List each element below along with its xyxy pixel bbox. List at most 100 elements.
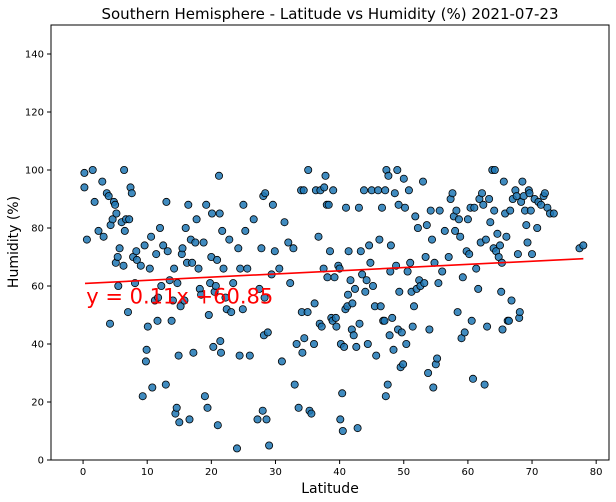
y-axis-ticks: 0 20 40 60 80 100 120 140: [25, 50, 51, 467]
data-point: [394, 200, 403, 209]
data-point: [440, 226, 449, 235]
data-point: [203, 403, 212, 412]
y-tick-label: 120: [25, 108, 44, 119]
data-point: [219, 264, 228, 273]
data-point: [330, 273, 339, 282]
regression-line: [84, 257, 584, 285]
data-point: [141, 357, 150, 366]
data-point: [213, 255, 222, 264]
data-point: [309, 339, 318, 348]
data-point: [124, 308, 133, 317]
data-point: [298, 348, 307, 357]
data-point: [289, 244, 298, 253]
data-point: [261, 189, 270, 198]
data-point: [506, 206, 515, 215]
data-point: [338, 389, 347, 398]
data-point: [448, 189, 457, 198]
data-point: [263, 328, 272, 337]
data-point: [376, 302, 385, 311]
data-point: [493, 229, 502, 238]
x-tick-label: 0: [80, 467, 86, 478]
data-point: [80, 183, 89, 192]
data-point: [323, 273, 332, 282]
data-point: [472, 264, 481, 273]
data-point: [265, 441, 274, 450]
x-tick-label: 60: [462, 467, 475, 478]
data-point: [453, 308, 462, 317]
data-point: [533, 223, 542, 232]
data-point: [349, 331, 358, 340]
data-point: [214, 171, 223, 180]
data-point: [207, 209, 216, 218]
data-point: [350, 284, 359, 293]
data-point: [176, 302, 185, 311]
data-point: [111, 200, 120, 209]
data-point: [458, 273, 467, 282]
data-point: [174, 351, 183, 360]
data-point: [136, 261, 145, 270]
data-point: [451, 226, 460, 235]
data-point: [381, 392, 390, 401]
data-point: [262, 415, 271, 424]
data-point: [90, 197, 99, 206]
data-point: [452, 206, 461, 215]
data-point: [456, 232, 465, 241]
data-point: [245, 351, 254, 360]
data-point: [204, 310, 213, 319]
y-tick-label: 40: [31, 340, 44, 351]
data-point: [238, 305, 247, 314]
data-point: [427, 235, 436, 244]
data-point: [499, 177, 508, 186]
data-point: [490, 165, 499, 174]
data-point: [372, 351, 381, 360]
data-point: [307, 409, 316, 418]
data-point: [381, 186, 390, 195]
data-point: [375, 235, 384, 244]
data-point: [390, 189, 399, 198]
data-point: [406, 258, 415, 267]
data-point: [225, 235, 234, 244]
data-point: [504, 316, 513, 325]
data-point: [159, 241, 168, 250]
data-point: [241, 226, 250, 235]
data-point: [163, 247, 172, 256]
y-tick-label: 60: [31, 282, 44, 293]
data-point: [215, 209, 224, 218]
regression-equation: y = 0.11x +60.85: [86, 284, 273, 308]
data-point: [528, 250, 537, 259]
data-point: [143, 322, 152, 331]
data-point: [138, 392, 147, 401]
data-point: [346, 276, 355, 285]
data-point: [99, 232, 108, 241]
data-point: [199, 238, 208, 247]
data-point: [270, 247, 279, 256]
data-point: [474, 284, 483, 293]
data-point: [363, 339, 372, 348]
data-point: [82, 235, 91, 244]
data-point: [468, 374, 477, 383]
data-point: [402, 339, 411, 348]
data-point: [434, 279, 443, 288]
data-point: [404, 186, 413, 195]
data-point: [185, 415, 194, 424]
data-point: [257, 244, 266, 253]
chart-title: Southern Hemisphere - Latitude vs Humidi…: [101, 5, 558, 23]
data-point: [304, 165, 313, 174]
data-point: [132, 255, 141, 264]
data-point: [485, 194, 494, 203]
data-point: [362, 276, 371, 285]
data-point: [383, 380, 392, 389]
data-point: [409, 302, 418, 311]
data-point: [425, 325, 434, 334]
data-point: [463, 215, 472, 224]
data-point: [299, 186, 308, 195]
data-point: [513, 250, 522, 259]
data-point: [140, 241, 149, 250]
data-point: [147, 232, 156, 241]
data-point: [175, 418, 184, 427]
data-point: [119, 261, 128, 270]
data-point: [132, 247, 141, 256]
data-point: [470, 203, 479, 212]
data-point: [374, 186, 383, 195]
data-point: [98, 177, 107, 186]
